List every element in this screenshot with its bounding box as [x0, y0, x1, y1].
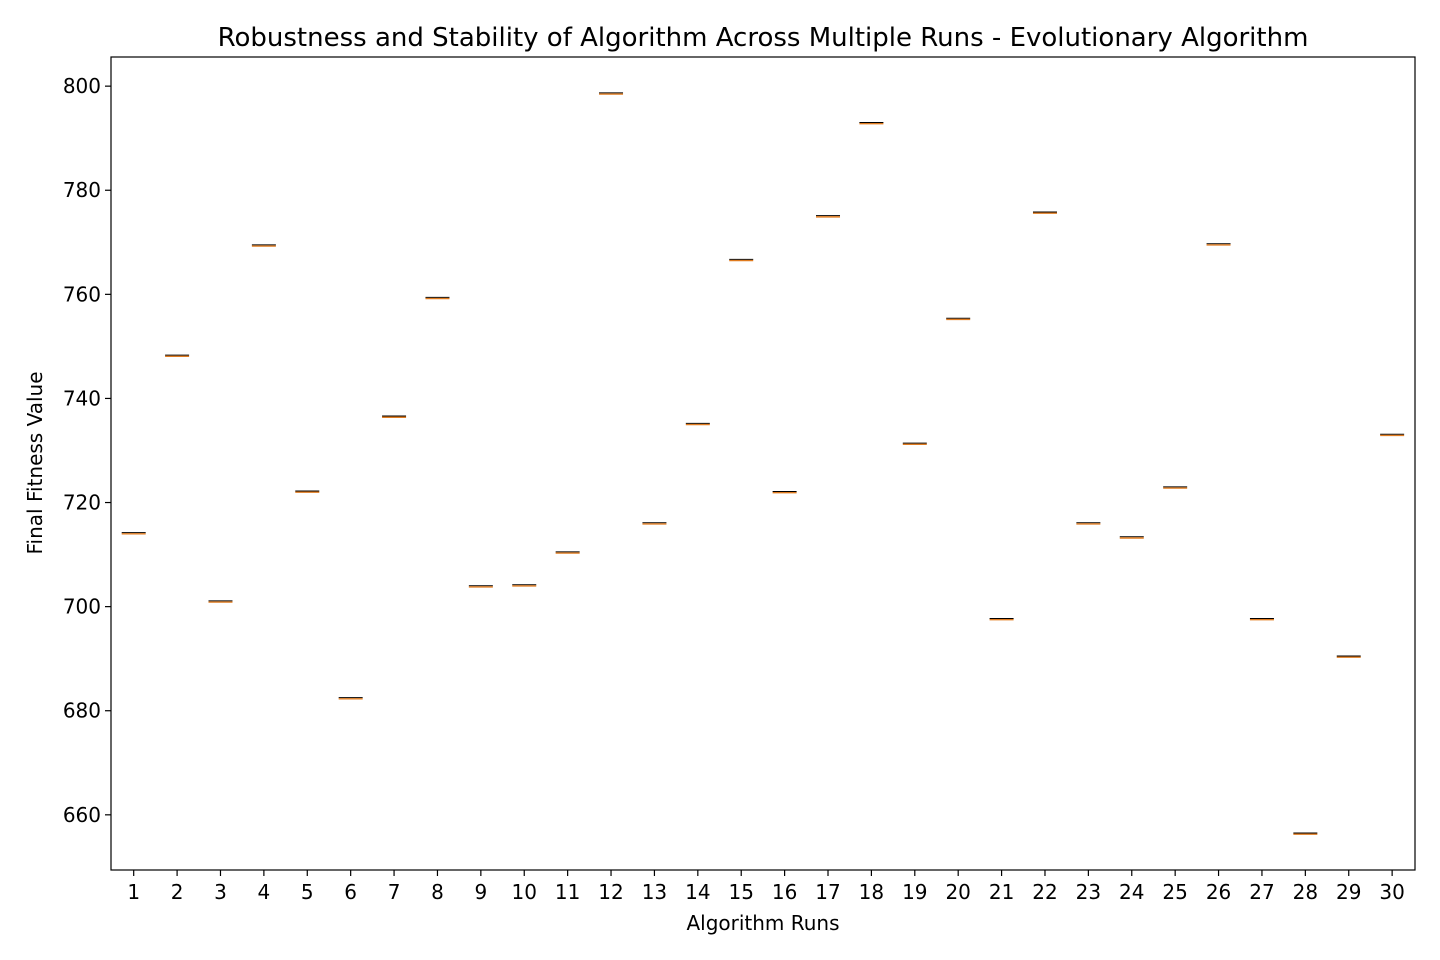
x-tick-label: 20: [945, 880, 970, 904]
x-tick-label: 17: [815, 880, 840, 904]
x-tick-label: 8: [431, 880, 444, 904]
x-tick-label: 4: [258, 880, 271, 904]
x-tick-label: 12: [598, 880, 623, 904]
y-tick-label: 800: [63, 74, 101, 98]
y-tick-label: 660: [63, 803, 101, 827]
x-tick-label: 22: [1032, 880, 1057, 904]
y-tick-label: 700: [63, 595, 101, 619]
x-tick-label: 16: [772, 880, 797, 904]
y-tick-label: 760: [63, 282, 101, 306]
axes-frame: [110, 56, 1416, 871]
x-tick-label: 26: [1206, 880, 1231, 904]
x-tick-label: 11: [555, 880, 580, 904]
x-tick-label: 23: [1076, 880, 1101, 904]
x-tick-label: 7: [388, 880, 401, 904]
y-tick-label: 740: [63, 386, 101, 410]
x-tick-label: 27: [1249, 880, 1274, 904]
x-tick-label: 21: [989, 880, 1014, 904]
x-tick-label: 19: [902, 880, 927, 904]
x-tick-label: 24: [1119, 880, 1144, 904]
x-tick-label: 29: [1336, 880, 1361, 904]
x-tick-label: 2: [171, 880, 184, 904]
y-tick-label: 720: [63, 491, 101, 515]
x-tick-label: 15: [728, 880, 753, 904]
x-tick-label: 10: [512, 880, 537, 904]
x-tick-label: 28: [1293, 880, 1318, 904]
x-axis-title: Algorithm Runs: [686, 911, 839, 935]
x-tick-label: 30: [1379, 880, 1404, 904]
x-tick-label: 1: [127, 880, 140, 904]
x-tick-label: 18: [859, 880, 884, 904]
x-tick-label: 5: [301, 880, 314, 904]
y-tick-label: 780: [63, 178, 101, 202]
x-tick-label: 3: [214, 880, 227, 904]
x-tick-label: 14: [685, 880, 710, 904]
x-tick-label: 9: [474, 880, 487, 904]
chart-title: Robustness and Stability of Algorithm Ac…: [218, 23, 1309, 53]
y-tick-label: 680: [63, 699, 101, 723]
x-tick-label: 6: [344, 880, 357, 904]
x-tick-label: 13: [642, 880, 667, 904]
y-axis-title: Final Fitness Value: [23, 372, 47, 555]
x-tick-label: 25: [1162, 880, 1187, 904]
